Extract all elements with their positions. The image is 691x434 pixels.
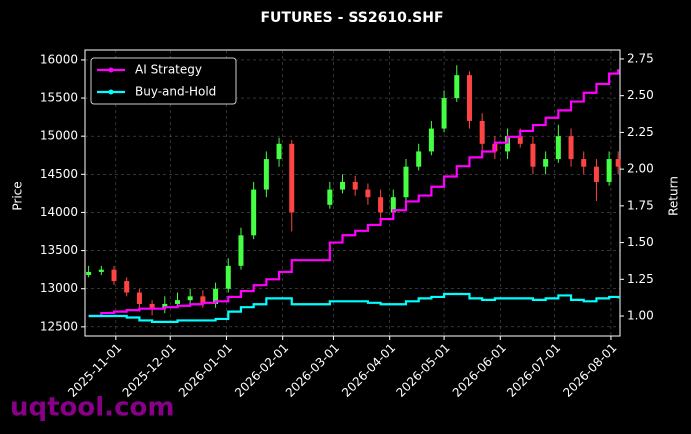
- candle-body: [466, 75, 472, 121]
- candle-body: [98, 269, 104, 272]
- legend-marker: [108, 67, 114, 73]
- legend-marker: [108, 89, 114, 95]
- candle-body: [403, 166, 409, 198]
- candle-body: [555, 136, 561, 160]
- candle-body: [530, 143, 536, 167]
- y-tick-label: 15500: [40, 91, 78, 105]
- y2-tick-label: 1.00: [627, 309, 654, 323]
- y-tick-label: 12500: [40, 319, 78, 333]
- y-tick-label: 13500: [40, 243, 78, 257]
- candle-body: [327, 189, 333, 205]
- candle-body: [111, 269, 117, 282]
- chart-title: FUTURES - SS2610.SHF: [260, 10, 443, 26]
- legend: AI Strategy Buy-and-Hold: [90, 57, 237, 105]
- candle-body: [517, 136, 523, 144]
- legend-box: [90, 57, 237, 105]
- candle-body: [428, 128, 434, 152]
- candle-body: [581, 159, 587, 167]
- candle-body: [365, 189, 371, 198]
- candle-body: [606, 159, 612, 182]
- candle-body: [352, 181, 358, 190]
- y2-tick-label: 2.25: [627, 125, 654, 139]
- y-tick-label: 14000: [40, 205, 78, 219]
- candle-body: [225, 265, 231, 289]
- candle-body: [136, 292, 142, 304]
- candle-body: [174, 300, 180, 304]
- candle-body: [615, 159, 621, 167]
- y2-tick-label: 1.50: [627, 235, 654, 249]
- candle-body: [200, 296, 206, 304]
- candle-body: [238, 235, 244, 266]
- y2-tick-label: 2.00: [627, 162, 654, 176]
- candle-body: [543, 159, 549, 167]
- y2-tick-label: 2.75: [627, 51, 654, 65]
- candle-body: [441, 98, 447, 129]
- candle-body: [276, 143, 282, 160]
- y-tick-label: 14500: [40, 167, 78, 181]
- candle-body: [251, 189, 257, 236]
- y-tick-label: 15000: [40, 129, 78, 143]
- candle-body: [416, 151, 422, 167]
- candle-body: [479, 120, 485, 144]
- candle-body: [505, 136, 511, 152]
- candle-body: [213, 288, 219, 304]
- candle-body: [289, 143, 295, 213]
- candle-body: [378, 197, 384, 213]
- candle-body: [390, 197, 396, 213]
- y2-tick-label: 2.50: [627, 88, 654, 102]
- legend-label: AI Strategy: [135, 63, 202, 77]
- candle-body: [86, 271, 92, 275]
- return-line: [88, 292, 620, 323]
- candle-body: [149, 303, 155, 308]
- return-line: [88, 69, 620, 318]
- plot-frame: [84, 49, 621, 337]
- y-tick-label: 16000: [40, 52, 78, 66]
- y-tick-label: 13000: [40, 281, 78, 295]
- candle-body: [593, 166, 599, 182]
- y2-tick-label: 1.75: [627, 198, 654, 212]
- candle-body: [568, 136, 574, 160]
- candle-body: [340, 181, 346, 190]
- candle-body: [187, 296, 193, 301]
- y2-tick-label: 1.25: [627, 272, 654, 286]
- watermark: uqtool.com: [10, 393, 174, 423]
- candle-body: [162, 303, 168, 308]
- candle-body: [124, 281, 130, 293]
- y2-axis-label: Return: [667, 176, 681, 216]
- candle-body: [454, 75, 460, 99]
- candle-body: [263, 159, 269, 190]
- legend-label: Buy-and-Hold: [135, 85, 216, 99]
- y-axis-label: Price: [11, 181, 25, 210]
